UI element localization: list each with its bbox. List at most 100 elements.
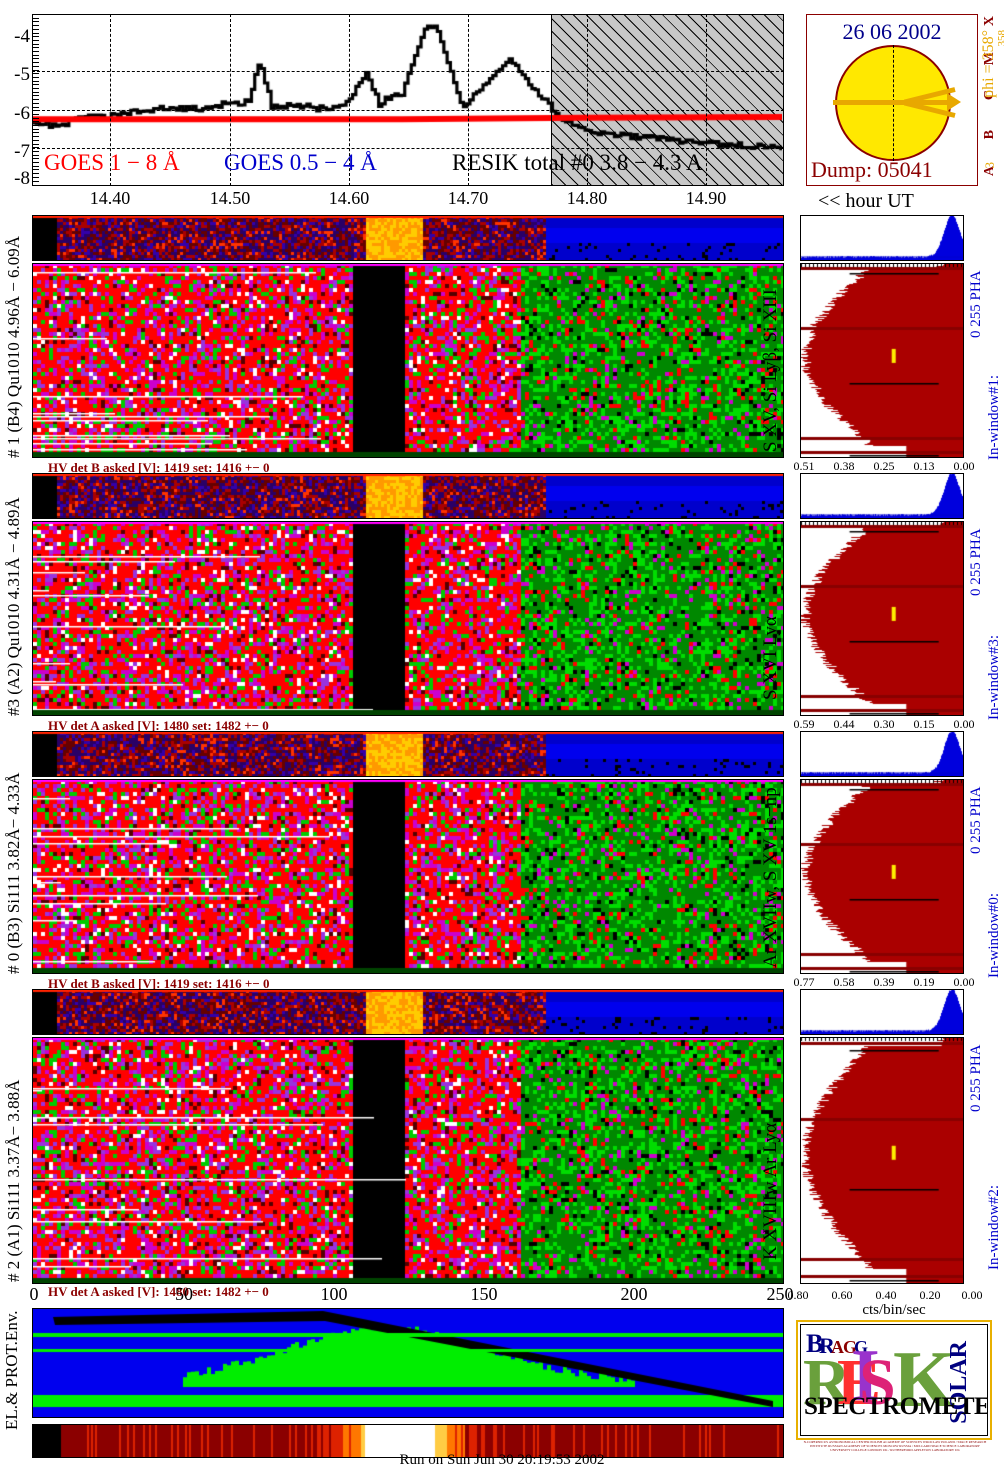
pha-histogram-small-3 bbox=[800, 473, 964, 519]
channel-axis: 0 50 100 150 200 250 bbox=[29, 1284, 794, 1306]
panel-label-2: # 2 (A1) Si111 3.37Å− 3.88Å bbox=[4, 1079, 23, 1282]
goes-legend-short: GOES 0.5 − 4 Å bbox=[224, 150, 377, 175]
chan-tick-3: 150 bbox=[470, 1284, 498, 1304]
logo-bragg-g2: G bbox=[854, 1337, 869, 1357]
chan-tick-2: 100 bbox=[320, 1284, 348, 1304]
pha-label-3b: In-window#3: bbox=[986, 635, 1002, 720]
goes-vgrid-4 bbox=[468, 14, 469, 186]
chan-tick-4: 200 bbox=[620, 1284, 648, 1304]
panel-lines-3: S XVI Lyα bbox=[760, 616, 781, 700]
pha-label-3a: 0 255 PHA bbox=[968, 528, 984, 596]
pha-label-2a: 0 255 PHA bbox=[968, 1044, 984, 1112]
run-timestamp: Run on Sun Jun 30 20:19:53 2002 bbox=[399, 1452, 605, 1468]
hist3-tick-3: 0.15 bbox=[913, 717, 935, 731]
time-tick-4: 14.80 bbox=[566, 188, 608, 208]
pha-strip-1 bbox=[32, 215, 784, 261]
pha-label-0b: In-window#0: bbox=[986, 893, 1002, 978]
goes-vgrid-7 bbox=[783, 14, 784, 186]
spectrogram-0 bbox=[32, 779, 784, 974]
goes-ytick-1: -5 bbox=[14, 64, 30, 85]
hist3-tick-2: 0.30 bbox=[873, 717, 895, 731]
logo-bragg-rest: R bbox=[819, 1333, 835, 1358]
hist3-tick-1: 0.44 bbox=[833, 717, 855, 731]
pha-label-0a: 0 255 PHA bbox=[968, 786, 984, 854]
pha-label-1b: In-window#1: bbox=[986, 375, 1002, 460]
spectrogram-2 bbox=[32, 1037, 784, 1284]
time-tick-0: 14.40 bbox=[89, 188, 131, 208]
hist0-tick-4: 0.00 bbox=[953, 975, 975, 989]
flare-class-B: B bbox=[982, 130, 997, 140]
hv-text-3: HV det A asked [V]: 1480 set: 1482 +− 0 bbox=[48, 718, 269, 733]
hist1-tick-3: 0.13 bbox=[913, 459, 935, 473]
logo-spectrometer: SPECTROMETER bbox=[804, 1393, 988, 1420]
spectrogram-3 bbox=[32, 521, 784, 716]
goes-flux-plot bbox=[32, 14, 552, 186]
goes-flux-plot-shaded bbox=[552, 14, 784, 186]
pha-histogram-0 bbox=[800, 779, 964, 974]
hist2-tick-4: 0.00 bbox=[961, 1288, 983, 1302]
pha-strip-0 bbox=[32, 731, 784, 777]
pha-histogram-2 bbox=[800, 1037, 964, 1284]
goes-gridline-7 bbox=[32, 148, 784, 149]
hv-text-2: HV det A asked [V]: 1480 set: 1482 +− 0 bbox=[48, 1284, 269, 1299]
goes-vgrid-1 bbox=[110, 14, 111, 186]
hour-ut-caption: << hour UT bbox=[818, 190, 914, 212]
dump-id-label: Dump: 05041 bbox=[811, 157, 933, 182]
goes-vgrid-3 bbox=[349, 14, 350, 186]
pha-histogram-small-2 bbox=[800, 989, 964, 1035]
goes-minor-ticks bbox=[32, 14, 39, 186]
time-axis: 14.40 14.50 14.60 14.70 14.80 14.90 bbox=[32, 188, 784, 212]
arrow-head bbox=[947, 93, 961, 111]
panel-label-3: #3 (A2) Qu1010 4.31Å − 4.89Å bbox=[4, 497, 23, 716]
electron-proton-env-panel bbox=[32, 1308, 784, 1418]
goes-ytick-2: -6 bbox=[14, 103, 30, 124]
pha-label-2b: In-window#2: bbox=[986, 1185, 1002, 1270]
hist3-tick-4: 0.00 bbox=[953, 717, 975, 731]
spectrogram-1 bbox=[32, 263, 784, 458]
logo-letter-S: S bbox=[859, 1346, 896, 1419]
goes-vgrid-2 bbox=[230, 14, 231, 186]
goes-ytick-3: -7 bbox=[14, 141, 30, 162]
resik-total-label: RESIK total #0 3.8 − 4.3 A bbox=[452, 150, 703, 175]
env-panel-label: EL.& PROT.Env. bbox=[2, 1310, 21, 1430]
hist3-tick-0: 0.59 bbox=[793, 717, 815, 731]
time-tick-1: 14.50 bbox=[209, 188, 251, 208]
panel-label-0: # 0 (B3) Si111 3.82Å− 4.33Å bbox=[4, 772, 23, 974]
hist0-tick-0: 0.77 bbox=[793, 975, 815, 989]
logo-letter-R: R bbox=[803, 1346, 851, 1419]
logo-letter-K: K bbox=[893, 1336, 956, 1424]
chan-tick-5: 250 bbox=[766, 1284, 794, 1304]
logo-bragg-b: B bbox=[806, 1329, 824, 1358]
hist1-tick-2: 0.25 bbox=[873, 459, 895, 473]
pha-histogram-3 bbox=[800, 521, 964, 716]
resik-logo: B R A G G R E I S K SOLAR SPECTROMETER bbox=[796, 1320, 992, 1440]
chan-tick-1: 50 bbox=[175, 1284, 193, 1304]
logo-fine-print: N.COPERNICUS ASTRONOMICAL CENTER POLISH … bbox=[803, 1440, 987, 1453]
hist2-tick-1: 0.60 bbox=[831, 1288, 853, 1302]
logo-bragg-a: A bbox=[831, 1337, 844, 1357]
pha-label-1a: 0 255 PHA bbox=[968, 270, 984, 338]
hist0-tick-3: 0.19 bbox=[913, 975, 935, 989]
hist-xaxis-2: 0.80 0.60 0.40 0.20 0.00 bbox=[786, 1288, 983, 1304]
panel-label-1: # 1 (B4) Qu1010 4.96Å − 6.09Å bbox=[4, 235, 23, 458]
hv-text-1: HV det B asked [V]: 1419 set: 1416 +− 0 bbox=[48, 460, 270, 475]
logo-letter-E: E bbox=[837, 1346, 882, 1419]
hist-xaxis-0: 0.77 0.58 0.39 0.19 0.00 bbox=[786, 975, 976, 991]
flare-class-X: X bbox=[982, 16, 997, 27]
goes-legend-long: GOES 1 − 8 Å bbox=[44, 150, 180, 175]
hist2-tick-2: 0.40 bbox=[875, 1288, 897, 1302]
sun-disk-panel: 26 06 2002 Dump: 05041 bbox=[806, 14, 978, 186]
chan-tick-0: 0 bbox=[29, 1284, 39, 1304]
pha-histogram-small-1 bbox=[800, 215, 964, 261]
pha-histogram-small-0 bbox=[800, 731, 964, 777]
hist1-tick-0: 0.51 bbox=[793, 459, 815, 473]
goes-gridline-6 bbox=[32, 110, 784, 111]
time-tick-2: 14.60 bbox=[328, 188, 370, 208]
logo-letter-I: I bbox=[851, 1335, 880, 1417]
hist1-tick-4: 0.00 bbox=[953, 459, 975, 473]
panel-lines-0: Ar XVIIw, S XV 1s−np bbox=[760, 787, 781, 968]
observation-date: 26 06 2002 bbox=[842, 19, 942, 44]
hist2-tick-3: 0.20 bbox=[919, 1288, 941, 1302]
cts-bin-sec-label: cts/bin/sec bbox=[862, 1302, 926, 1318]
hist-xaxis-3: 0.59 0.44 0.30 0.15 0.00 bbox=[786, 717, 976, 733]
